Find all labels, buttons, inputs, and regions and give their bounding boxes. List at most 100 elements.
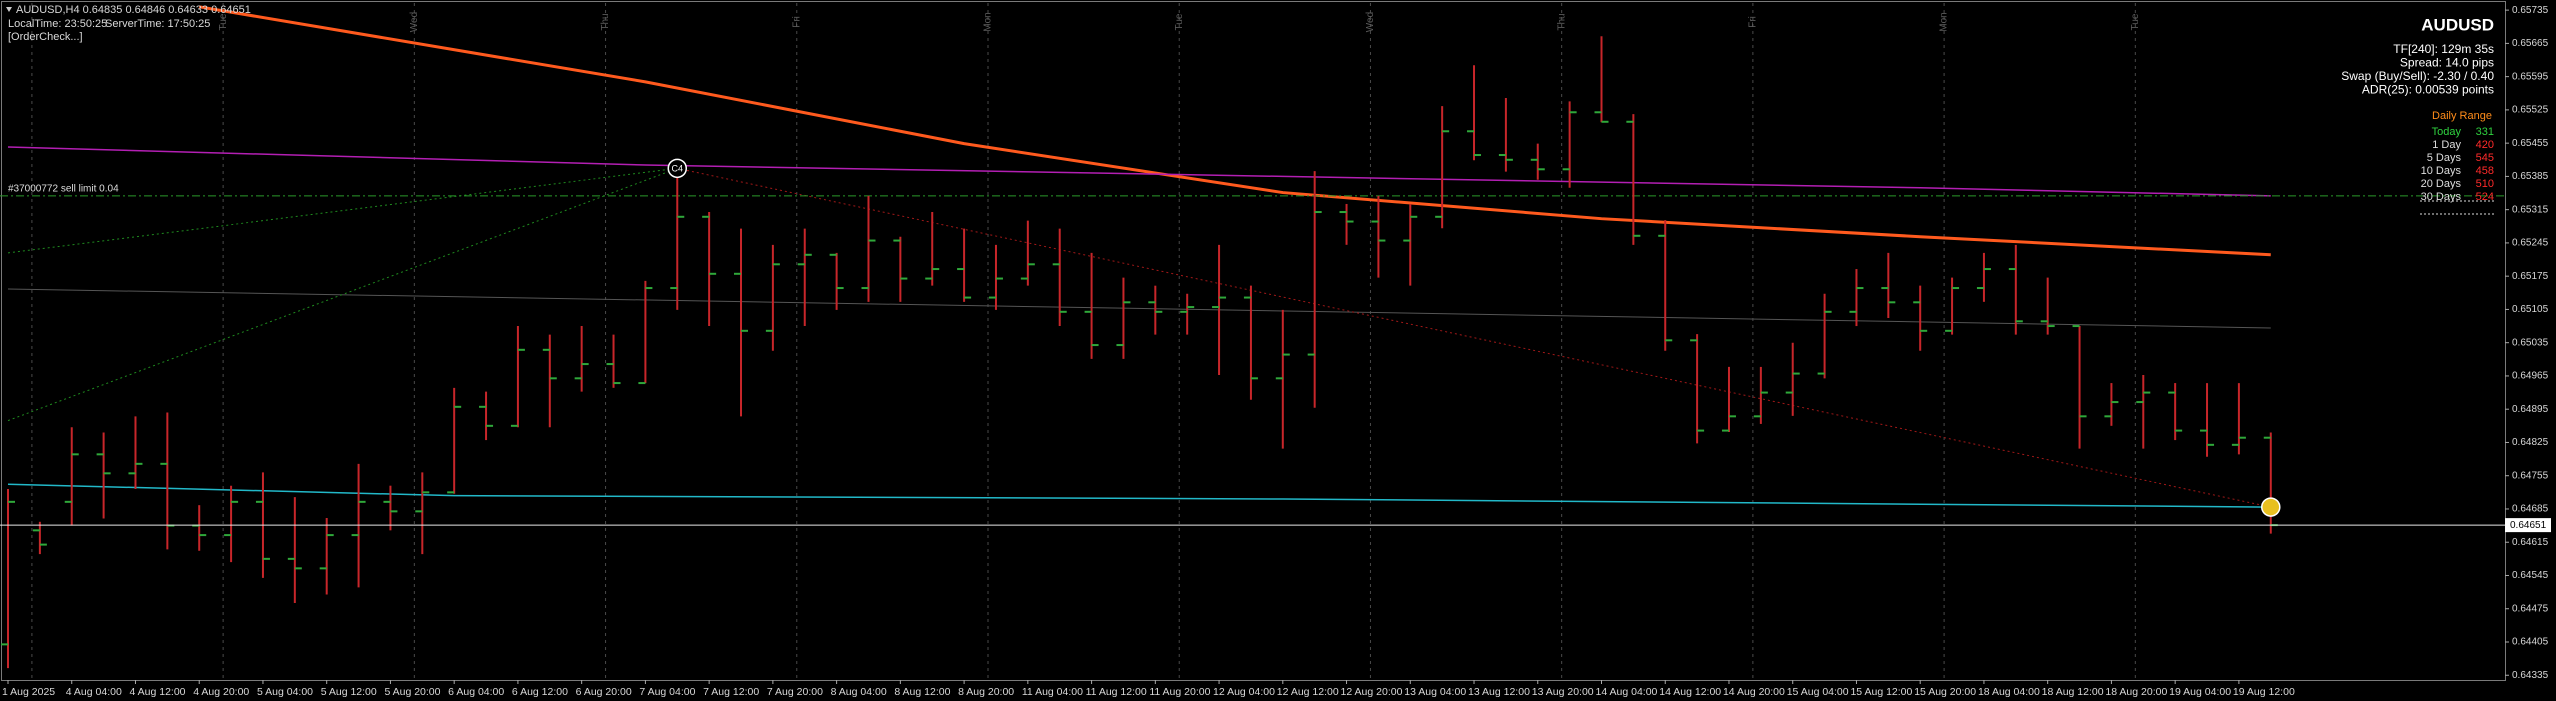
panel-line: Spread: 14.0 pips	[2400, 56, 2494, 70]
panel-line: ADR(25): 0.00539 points	[2362, 83, 2494, 97]
day-label: Wed	[1365, 12, 1376, 32]
x-tick-label: 11 Aug 12:00	[1086, 686, 1147, 698]
range-label: 5 Days	[2427, 152, 2462, 164]
x-tick-label: 12 Aug 04:00	[1213, 686, 1275, 698]
x-tick-label: 7 Aug 04:00	[639, 686, 695, 698]
symbol-line: AUDUSD,H4 0.64835 0.64846 0.64633 0.6465…	[16, 4, 251, 16]
day-label: Fri	[1748, 16, 1759, 28]
y-tick-label: 0.65735	[2512, 5, 2549, 16]
panel-line: TF[240]: 129m 35s	[2393, 42, 2494, 56]
y-tick-label: 0.65595	[2512, 71, 2549, 82]
order-label: #37000772 sell limit 0.04	[8, 184, 119, 195]
order-check: [OrderCheck...]	[8, 31, 83, 43]
range-value: 524	[2476, 191, 2494, 203]
y-tick-label: 0.64965	[2512, 371, 2549, 382]
panel-symbol: AUDUSD	[2421, 15, 2494, 34]
y-tick-label: 0.64825	[2512, 437, 2549, 448]
y-tick-label: 0.65035	[2512, 337, 2549, 348]
x-tick-label: 14 Aug 12:00	[1659, 686, 1721, 698]
y-tick-label: 0.65525	[2512, 105, 2549, 116]
y-tick-label: 0.65245	[2512, 238, 2549, 249]
x-tick-label: 19 Aug 12:00	[2233, 686, 2295, 698]
collapse-icon	[6, 7, 12, 12]
y-tick-label: 0.64475	[2512, 603, 2549, 614]
y-tick-label: 0.64545	[2512, 570, 2549, 581]
x-tick-label: 14 Aug 04:00	[1596, 686, 1658, 698]
x-tick-label: 15 Aug 12:00	[1850, 686, 1912, 698]
x-tick-label: 11 Aug 04:00	[1022, 686, 1083, 698]
y-tick-label: 0.64335	[2512, 670, 2549, 681]
y-tick-label: 0.65455	[2512, 138, 2549, 149]
x-tick-label: 11 Aug 20:00	[1149, 686, 1210, 698]
x-tick-label: 6 Aug 12:00	[512, 686, 568, 698]
y-tick-label: 0.65175	[2512, 271, 2549, 282]
day-label: Wed	[409, 12, 420, 32]
y-tick-label: 0.65385	[2512, 171, 2549, 182]
range-label: 20 Days	[2421, 178, 2462, 190]
range-title: Daily Range	[2432, 110, 2492, 122]
local-time: LocalTime: 23:50:25	[8, 18, 107, 30]
bid-box	[2505, 518, 2551, 533]
x-tick-label: 7 Aug 12:00	[703, 686, 759, 698]
range-value: 510	[2476, 178, 2494, 190]
marker-label: C4	[672, 164, 684, 174]
indicator-line	[7, 167, 678, 422]
x-tick-label: 7 Aug 20:00	[767, 686, 823, 698]
x-tick-label: 14 Aug 20:00	[1723, 686, 1785, 698]
x-tick-label: 4 Aug 12:00	[129, 686, 185, 698]
plot-area: Tue Wed Thu Fri Mon Tue Wed Thu Fri Mon Tue #370007…	[0, 3, 2505, 680]
x-tick-label: 1 Aug 2025	[2, 686, 55, 698]
x-tick-label: 5 Aug 04:00	[257, 686, 313, 698]
y-tick-label: 0.64685	[2512, 504, 2549, 515]
range-label: 1 Day	[2432, 139, 2461, 151]
range-value: 420	[2476, 139, 2494, 151]
x-tick-label: 8 Aug 12:00	[894, 686, 950, 698]
y-tick-label: 0.65105	[2512, 304, 2549, 315]
x-tick-label: 18 Aug 04:00	[1978, 686, 2040, 698]
x-tick-label: 12 Aug 20:00	[1341, 686, 1403, 698]
marker	[2261, 497, 2281, 517]
range-label: 10 Days	[2421, 165, 2462, 177]
y-tick-label: 0.64405	[2512, 637, 2549, 648]
range-value: 458	[2476, 165, 2494, 177]
plot-frame	[1, 1, 2506, 681]
day-label: Tue	[2130, 13, 2141, 30]
range-label: 30 Days	[2421, 191, 2462, 203]
x-tick-label: 8 Aug 04:00	[831, 686, 887, 698]
y-tick-label: 0.65315	[2512, 204, 2549, 215]
day-label: Fri	[791, 16, 802, 28]
x-tick-label: 19 Aug 04:00	[2169, 686, 2231, 698]
x-tick-label: 5 Aug 12:00	[321, 686, 377, 698]
y-tick-label: 0.64755	[2512, 470, 2549, 481]
indicator-line	[7, 146, 2271, 197]
range-value: 331	[2476, 126, 2494, 138]
x-tick-label: 15 Aug 04:00	[1787, 686, 1849, 698]
y-tick-label: 0.64615	[2512, 537, 2549, 548]
x-tick-label: 4 Aug 20:00	[193, 686, 249, 698]
x-tick-label: 6 Aug 04:00	[448, 686, 504, 698]
day-label: Thu	[1556, 13, 1567, 30]
range-label: Today	[2432, 126, 2462, 138]
day-label: Thu	[600, 13, 611, 30]
day-label: Tue	[1174, 13, 1185, 30]
range-value: 545	[2476, 152, 2494, 164]
x-tick-label: 8 Aug 20:00	[958, 686, 1014, 698]
indicator-line	[677, 167, 2271, 508]
day-label: Mon	[983, 12, 994, 31]
x-tick-label: 5 Aug 20:00	[384, 686, 440, 698]
x-tick-label: 12 Aug 12:00	[1277, 686, 1339, 698]
x-tick-label: 18 Aug 20:00	[2105, 686, 2167, 698]
bid-label: 0.64651	[2510, 520, 2547, 531]
day-label: Mon	[1939, 12, 1950, 31]
marker	[667, 158, 688, 179]
server-time: ServerTime: 17:50:25	[105, 18, 210, 30]
day-label: Tue	[218, 13, 229, 30]
x-tick-label: 13 Aug 12:00	[1468, 686, 1530, 698]
indicator-line	[198, 5, 2271, 257]
x-tick-label: 6 Aug 20:00	[576, 686, 632, 698]
x-tick-label: 15 Aug 20:00	[1914, 686, 1976, 698]
